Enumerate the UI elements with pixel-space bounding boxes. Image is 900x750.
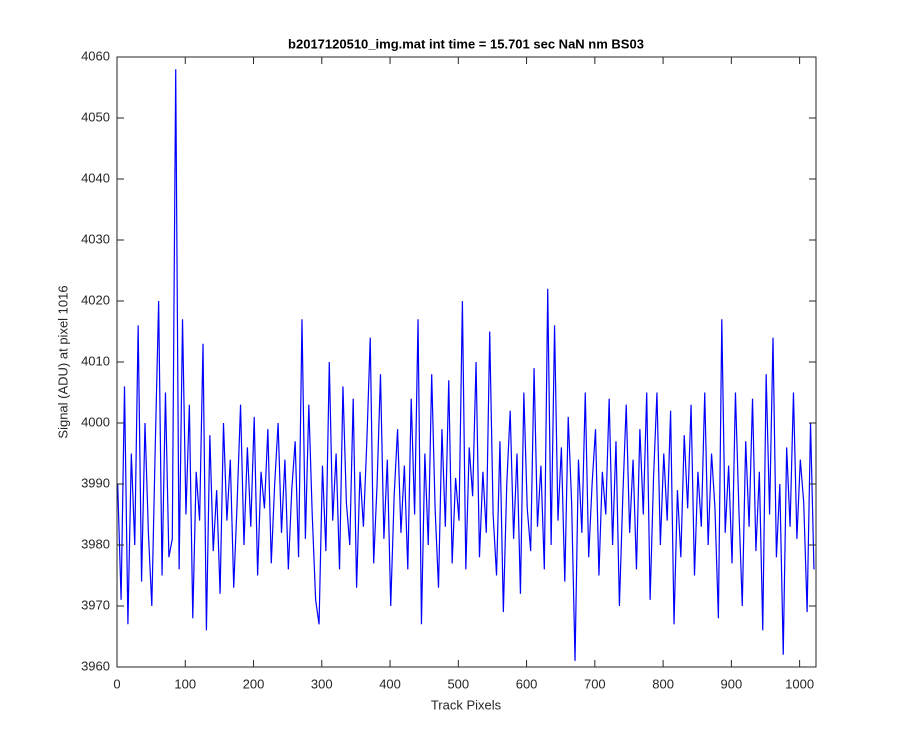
y-tick-label: 4000: [81, 414, 110, 429]
x-tick-label: 100: [174, 676, 196, 691]
y-tick-label: 4060: [81, 48, 110, 63]
y-axis-label: Signal (ADU) at pixel 1016: [55, 285, 70, 438]
x-tick-label: 300: [311, 676, 333, 691]
y-tick-label: 3980: [81, 536, 110, 551]
chart-title: b2017120510_img.mat int time = 15.701 se…: [288, 36, 644, 51]
x-tick-label: 500: [447, 676, 469, 691]
x-tick-label: 1000: [785, 676, 814, 691]
x-axis-label: Track Pixels: [431, 697, 502, 712]
y-tick-label: 4020: [81, 292, 110, 307]
x-tick-label: 700: [584, 676, 606, 691]
x-tick-label: 0: [113, 676, 120, 691]
y-tick-label: 3970: [81, 597, 110, 612]
y-tick-label: 3960: [81, 658, 110, 673]
y-tick-label: 4010: [81, 353, 110, 368]
y-tick-label: 3990: [81, 475, 110, 490]
y-tick-label: 4040: [81, 170, 110, 185]
x-tick-label: 600: [516, 676, 538, 691]
x-tick-label: 800: [652, 676, 674, 691]
x-tick-label: 900: [721, 676, 743, 691]
y-tick-label: 4050: [81, 109, 110, 124]
x-tick-label: 200: [243, 676, 265, 691]
x-tick-label: 400: [379, 676, 401, 691]
data-line: [117, 69, 815, 661]
y-tick-label: 4030: [81, 231, 110, 246]
